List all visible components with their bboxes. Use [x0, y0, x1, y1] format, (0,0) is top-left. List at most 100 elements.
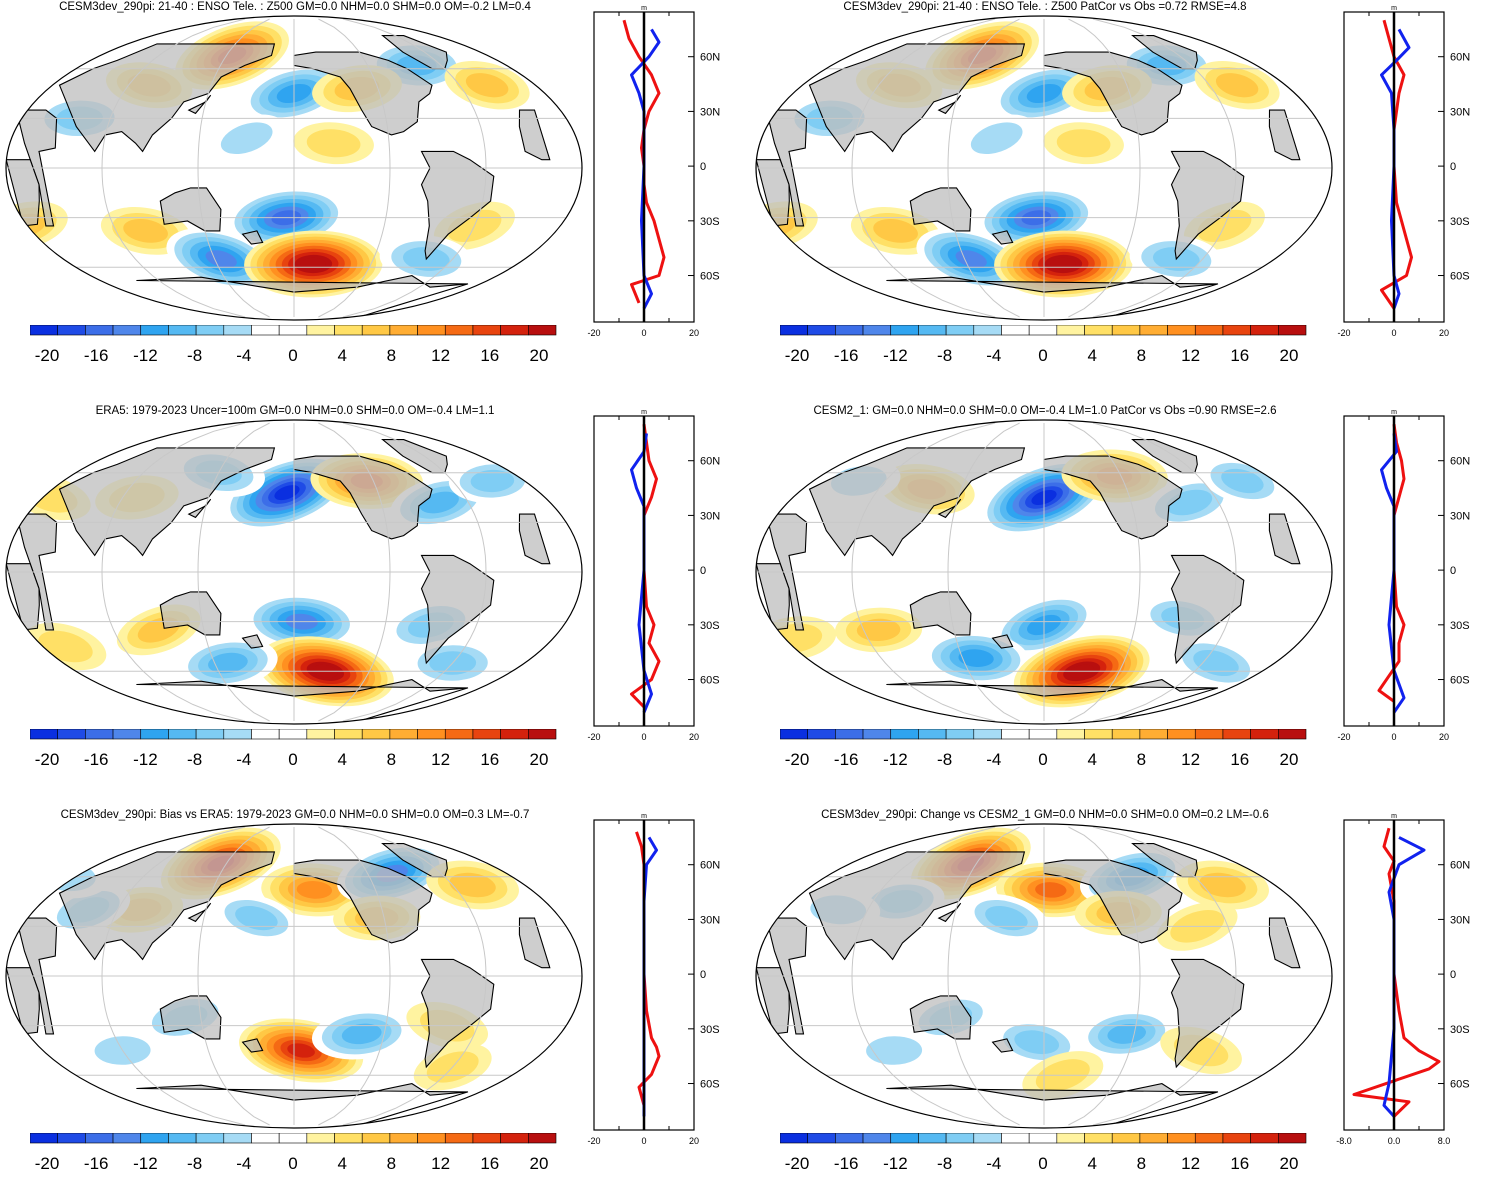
graticule-meridian	[1068, 422, 1141, 722]
colorbar-label: 0	[288, 1154, 297, 1173]
landmass	[293, 51, 433, 136]
colorbar-label: 16	[480, 1154, 499, 1173]
colorbar-swatch	[1194, 1133, 1224, 1144]
colorbar-label: 20	[530, 346, 549, 365]
landmass	[518, 109, 551, 161]
colorbar-label: -8	[187, 1154, 202, 1173]
colorbar-swatch	[835, 325, 864, 336]
landmass	[58, 851, 276, 961]
colorbar-swatch	[389, 325, 418, 336]
colorbar-label: -4	[986, 1154, 1001, 1173]
colorbar-swatch	[945, 1133, 975, 1144]
lat-label: 60S	[700, 675, 720, 687]
anomaly-blob	[293, 122, 374, 165]
colorbar-swatch	[780, 1133, 808, 1144]
colorbar-swatch	[1222, 1133, 1251, 1144]
colorbar-label: 8	[1137, 1154, 1146, 1173]
colorbar-swatch	[251, 325, 280, 336]
x-tick-label: 20	[689, 732, 699, 742]
anomaly-blob	[992, 1018, 1082, 1067]
zonal-unit: m	[641, 5, 647, 12]
colorbar-swatch	[835, 1133, 864, 1144]
landmass	[1043, 455, 1183, 540]
x-tick-label: -20	[587, 1136, 600, 1146]
colorbar-swatch	[85, 729, 114, 740]
panel-4: CESM2_1: GM=0.0 NHM=0.0 SHM=0.0 OM=-0.4 …	[750, 404, 1485, 797]
colorbar-swatch	[1056, 729, 1085, 740]
landmass	[909, 187, 972, 232]
colorbar-label: -12	[883, 1154, 908, 1173]
lat-label: 0	[1450, 969, 1456, 981]
colorbar: -20 -16 -12 -8 -4 0 4 8 12 16 20	[780, 1133, 1307, 1173]
landmass	[420, 958, 495, 1069]
colorbar-swatch	[1028, 729, 1058, 740]
landmass	[381, 843, 448, 878]
graticule-meridian	[1068, 826, 1141, 1126]
colorbar-swatch	[528, 325, 557, 336]
colorbar-swatch	[1222, 729, 1251, 740]
landmass	[1268, 109, 1301, 161]
colorbar-label: -20	[785, 1154, 810, 1173]
colorbar-swatch	[1084, 325, 1113, 336]
colorbar-swatch	[472, 729, 501, 740]
panel-6: CESM3dev_290pi: Change vs CESM2_1 GM=0.0…	[750, 808, 1485, 1201]
x-tick-label: 20	[689, 328, 699, 338]
colorbar-swatch	[807, 325, 836, 336]
lat-label: 30S	[700, 1024, 720, 1036]
colorbar-label: -8	[187, 750, 202, 769]
colorbar-swatch	[1250, 1133, 1279, 1144]
zonal-mean-plot: m 60N 30N 0 30S 60S -8.0 0.0 8.0	[1336, 813, 1470, 1146]
colorbar-label: -16	[84, 1154, 109, 1173]
colorbar-swatch	[1111, 325, 1141, 336]
graticule-meridian	[851, 826, 996, 1126]
colorbar-swatch	[862, 729, 892, 740]
colorbar-swatch	[973, 325, 1002, 336]
colorbar-label: 8	[387, 346, 396, 365]
landmass	[1043, 51, 1183, 136]
x-tick-label: 20	[689, 1136, 699, 1146]
x-tick-label: 20	[1439, 732, 1449, 742]
graticule-meridian	[101, 422, 246, 722]
colorbar-swatch	[1194, 325, 1224, 336]
graticule-meridian	[1092, 18, 1237, 318]
landmass	[187, 902, 212, 923]
colorbar-label: 4	[1087, 346, 1096, 365]
colorbar-label: -20	[35, 1154, 60, 1173]
colorbar-label: 12	[431, 1154, 450, 1173]
colorbar-label: 8	[387, 750, 396, 769]
colorbar-label: -4	[986, 750, 1001, 769]
lat-label: 60N	[1450, 52, 1470, 64]
zonal-mean-plot: m 60N 30N 0 30S 60S -20 0 20	[1337, 5, 1470, 338]
landmass	[187, 94, 212, 115]
lat-label: 60N	[700, 860, 720, 872]
anomaly-blob	[444, 60, 530, 110]
colorbar-label: 20	[1280, 1154, 1299, 1173]
lat-label: 30N	[700, 914, 720, 926]
colorbar-swatch	[278, 325, 308, 336]
colorbar-swatch	[361, 1133, 391, 1144]
colorbar-swatch	[306, 325, 335, 336]
colorbar-label: -12	[883, 346, 908, 365]
lat-label: 60N	[1450, 456, 1470, 468]
graticule-meridian	[851, 18, 996, 318]
map-border	[755, 15, 1333, 321]
anomaly-blob	[426, 860, 519, 910]
colorbar-swatch	[389, 729, 418, 740]
graticule-meridian	[1092, 422, 1237, 722]
colorbar-swatch	[1194, 729, 1224, 740]
colorbar-swatch	[306, 729, 335, 740]
map-border	[755, 823, 1333, 1129]
colorbar-swatch	[1139, 325, 1168, 336]
landmass	[937, 94, 962, 115]
colorbar-swatch	[780, 325, 808, 336]
colorbar-swatch	[1028, 325, 1058, 336]
lat-label: 0	[700, 161, 706, 173]
x-tick-label: -20	[1337, 328, 1350, 338]
zonal-unit: m	[1391, 5, 1397, 12]
colorbar-label: 8	[1137, 750, 1146, 769]
colorbar-label: -20	[35, 750, 60, 769]
colorbar-swatch	[334, 325, 363, 336]
colorbar-swatch	[500, 729, 529, 740]
colorbar-swatch	[140, 729, 169, 740]
landmass	[187, 498, 212, 519]
